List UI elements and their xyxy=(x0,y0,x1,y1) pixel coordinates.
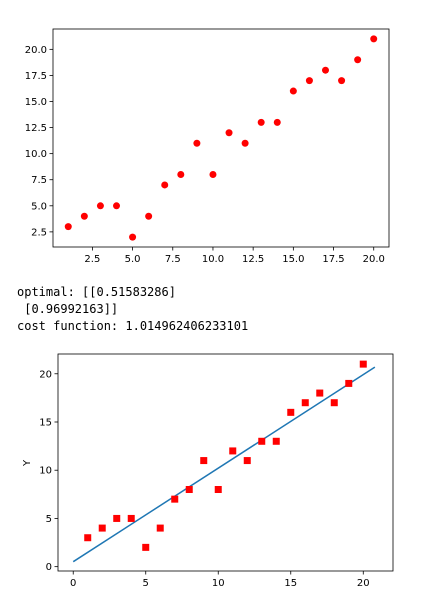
y-axis-label: Y xyxy=(22,459,33,467)
x-tick-label: 20.0 xyxy=(363,254,385,265)
x-tick-label: 17.5 xyxy=(322,254,344,265)
data-point-circle xyxy=(225,129,233,137)
data-point-circle xyxy=(209,171,217,179)
regression-fit-line xyxy=(72,366,376,563)
data-point-circle xyxy=(370,35,378,43)
data-point-circle xyxy=(145,212,153,220)
data-point-square xyxy=(127,514,135,522)
console-output: optimal: [[0.51583286] [0.96992163]] cos… xyxy=(17,284,248,335)
data-point-square xyxy=(156,524,164,532)
data-point-circle xyxy=(305,77,313,85)
data-point-square xyxy=(243,457,251,465)
y-tick-label: 17.5 xyxy=(25,71,47,82)
data-point-square xyxy=(98,524,106,532)
data-point-circle xyxy=(113,202,121,210)
x-tick-label: 20 xyxy=(357,578,370,589)
data-point-circle xyxy=(193,139,201,147)
y-tick-label: 15 xyxy=(39,417,52,428)
y-tick-label: 5.0 xyxy=(31,201,47,212)
data-point-circle xyxy=(161,181,169,189)
data-point-circle xyxy=(80,212,88,220)
plot-frame-top xyxy=(52,28,390,248)
data-point-square xyxy=(229,447,237,455)
x-tick-label: 5.0 xyxy=(125,254,141,265)
y-tick-label: 10.0 xyxy=(25,149,47,160)
y-tick-label: 2.5 xyxy=(31,227,47,238)
y-tick-label: 10 xyxy=(39,466,52,477)
x-tick-label: 7.5 xyxy=(165,254,181,265)
data-point-circle xyxy=(96,202,104,210)
data-point-circle xyxy=(289,87,297,95)
x-tick-label: 10.0 xyxy=(202,254,224,265)
x-tick-label: 15.0 xyxy=(282,254,304,265)
x-tick-label: 2.5 xyxy=(84,254,100,265)
data-point-square xyxy=(258,437,266,445)
data-point-circle xyxy=(257,118,265,126)
data-point-circle xyxy=(354,56,362,64)
data-point-circle xyxy=(321,66,329,74)
data-point-square xyxy=(113,514,121,522)
data-point-circle xyxy=(129,233,137,241)
y-tick-label: 0 xyxy=(46,562,52,573)
x-tick-label: 10 xyxy=(212,578,225,589)
data-point-square xyxy=(359,360,367,368)
plot-frame-bottom xyxy=(57,353,394,572)
x-tick-label: 15 xyxy=(284,578,297,589)
data-point-circle xyxy=(64,223,72,231)
x-tick-label: 12.5 xyxy=(242,254,264,265)
data-point-square xyxy=(345,379,353,387)
data-point-circle xyxy=(241,139,249,147)
y-tick-label: 7.5 xyxy=(31,175,47,186)
data-point-square xyxy=(301,399,309,407)
scatter-chart-top: 2.5 5.0 7.5 10.0 12.5 15.0 17.5 20.0 2.5 5.0 7.5 1… xyxy=(25,28,390,265)
data-point-square xyxy=(171,495,179,503)
y-tick-label: 12.5 xyxy=(25,123,47,134)
data-point-square xyxy=(142,543,150,551)
data-point-circle xyxy=(273,118,281,126)
y-tick-label: 15.0 xyxy=(25,97,47,108)
data-point-square xyxy=(185,486,193,494)
data-point-square xyxy=(316,389,324,397)
data-point-square xyxy=(272,437,280,445)
data-point-square xyxy=(330,399,338,407)
output-line-cost: cost function: 1.014962406233101 xyxy=(17,319,249,333)
data-point-square xyxy=(287,408,295,416)
y-tick-label: 5 xyxy=(46,514,52,525)
data-point-square xyxy=(214,486,222,494)
x-tick-label: 0 xyxy=(70,578,76,589)
x-tick-label: 5 xyxy=(143,578,149,589)
data-point-square xyxy=(200,457,208,465)
output-line-optimal-2: [0.96992163]] xyxy=(17,302,119,316)
data-point-circle xyxy=(338,77,346,85)
data-point-square xyxy=(84,534,92,542)
y-tick-label: 20.0 xyxy=(25,45,47,56)
y-tick-label: 20 xyxy=(39,369,52,380)
data-point-circle xyxy=(177,171,185,179)
output-line-optimal: optimal: [[0.51583286] xyxy=(17,285,176,299)
